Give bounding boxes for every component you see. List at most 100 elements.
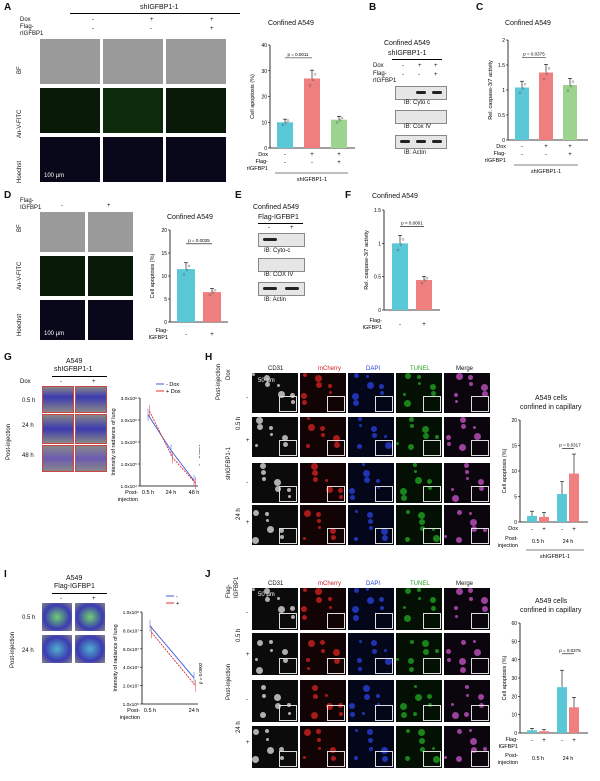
cell-signal bbox=[277, 384, 280, 387]
cell-signal bbox=[406, 510, 410, 514]
cell-signal bbox=[275, 486, 281, 492]
h-chart: 0 5 10 15 20 Cell apoptosis (%) p = 0.0317 Dox -… bbox=[498, 418, 588, 560]
cell-signal bbox=[354, 537, 358, 541]
cell-signal bbox=[400, 488, 407, 495]
cell-signal bbox=[260, 463, 266, 469]
cell-signal bbox=[379, 597, 384, 602]
h-image-r3-c3 bbox=[348, 463, 394, 503]
cell-signal bbox=[471, 526, 477, 532]
cell-signal bbox=[478, 479, 484, 485]
a-anv-image-1 bbox=[40, 88, 100, 133]
cell-signal bbox=[316, 597, 322, 603]
b-m1: - bbox=[402, 63, 404, 69]
h-p1: + bbox=[246, 438, 250, 444]
a-bar bbox=[304, 78, 320, 148]
c-xsign: + bbox=[544, 144, 548, 150]
d-bar bbox=[177, 269, 195, 322]
b-dox: Dox bbox=[373, 63, 384, 69]
cell-signal bbox=[287, 488, 291, 492]
cell-signal bbox=[415, 477, 422, 484]
cell-signal bbox=[325, 479, 328, 482]
cell-signal bbox=[459, 658, 466, 665]
cell-signal bbox=[366, 375, 369, 378]
c-point bbox=[566, 89, 570, 92]
c-title: Confined A549 bbox=[505, 20, 551, 27]
cell-signal bbox=[318, 747, 321, 750]
h-cd31: CD31 bbox=[268, 366, 284, 372]
i-lung-image-3 bbox=[42, 635, 72, 663]
cell-signal bbox=[469, 512, 472, 515]
cell-signal bbox=[423, 433, 429, 439]
h-ytick-label: 20 bbox=[511, 418, 517, 424]
h-m2: - bbox=[246, 480, 248, 486]
j-xrow-post: Post- bbox=[505, 753, 518, 759]
cell-signal bbox=[354, 373, 359, 378]
h-image-r1-c5 bbox=[444, 373, 490, 413]
cell-signal bbox=[401, 495, 407, 501]
cell-signal bbox=[267, 526, 274, 533]
j-xrow-label: Flag- bbox=[505, 737, 518, 743]
b-cox-label: IB: Cox IV bbox=[404, 124, 432, 130]
cell-signal bbox=[354, 588, 359, 593]
i-ytick-label: 8.0x10⁷ bbox=[123, 628, 139, 634]
g-lung-image-1 bbox=[42, 386, 74, 413]
g-t05: 0.5 h bbox=[22, 398, 36, 404]
a-hoechst-image-1 bbox=[40, 137, 100, 182]
a-pvalue: p = 0.0011 bbox=[287, 52, 309, 57]
h-image-r1-c1 bbox=[252, 373, 298, 413]
cell-signal bbox=[367, 382, 374, 389]
h-image-r1-c2 bbox=[300, 373, 346, 413]
inset-box bbox=[471, 440, 489, 456]
a-xrow-rig: rIGFBP1 bbox=[247, 166, 268, 172]
cell-signal bbox=[357, 444, 362, 449]
j-xrow-label: IGFBP1 bbox=[498, 744, 518, 750]
j-image-r3-c2 bbox=[300, 680, 346, 722]
cell-signal bbox=[422, 426, 429, 433]
j-dapi: DAPI bbox=[366, 581, 381, 587]
g-lung-image-2 bbox=[75, 386, 107, 413]
cell-signal bbox=[423, 649, 429, 655]
d-hoechst-label: Hoechst bbox=[17, 313, 23, 336]
cell-signal bbox=[447, 442, 451, 446]
j-pvalue: p = 0.0375 bbox=[559, 648, 581, 653]
cell-signal bbox=[279, 528, 284, 533]
inset-box bbox=[375, 705, 393, 721]
i-ytick-label: 4.0x10⁷ bbox=[123, 665, 139, 671]
cell-signal bbox=[253, 729, 259, 735]
cell-signal bbox=[265, 512, 269, 516]
j-image-r2-c4 bbox=[396, 633, 442, 675]
cell-signal bbox=[455, 615, 458, 618]
cell-signal bbox=[277, 597, 280, 600]
d-ytick-label: 10 bbox=[161, 274, 167, 280]
cell-signal bbox=[454, 393, 458, 397]
cell-signal bbox=[431, 606, 436, 611]
inset-box bbox=[327, 440, 345, 456]
c-bar bbox=[563, 85, 577, 140]
cell-signal bbox=[446, 435, 451, 440]
cell-signal bbox=[358, 667, 362, 671]
cell-signal bbox=[482, 606, 488, 612]
j-image-r2-c1 bbox=[252, 633, 298, 675]
e-line bbox=[258, 223, 303, 224]
h-chart-title-2: confined in capillary bbox=[520, 404, 582, 411]
cell-signal bbox=[414, 470, 417, 473]
cell-signal bbox=[431, 391, 436, 396]
a-bar bbox=[277, 122, 293, 148]
cell-signal bbox=[357, 658, 362, 663]
cell-signal bbox=[306, 658, 310, 662]
panel-letter-j: J bbox=[205, 569, 211, 580]
cell-signal bbox=[461, 424, 466, 429]
cell-signal bbox=[359, 424, 362, 427]
cell-signal bbox=[253, 510, 259, 516]
cell-signal bbox=[274, 479, 281, 486]
f-point bbox=[399, 243, 403, 246]
cell-signal bbox=[372, 433, 377, 438]
a-point bbox=[281, 123, 285, 127]
i-t05: 0.5 h bbox=[22, 615, 36, 621]
i-xtick-label: 0.5 h bbox=[144, 708, 156, 714]
inset-box bbox=[327, 751, 345, 767]
b-title: Confined A549 bbox=[384, 40, 430, 47]
cell-signal bbox=[329, 606, 332, 609]
j-scale-bar: 50 µm bbox=[258, 592, 275, 598]
inset-box bbox=[423, 396, 441, 412]
